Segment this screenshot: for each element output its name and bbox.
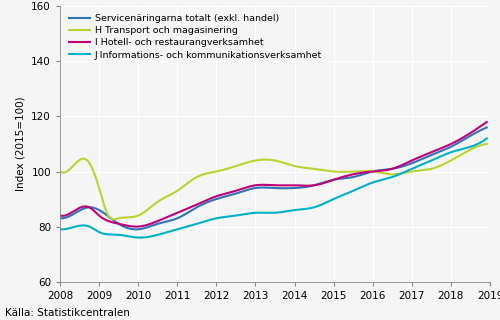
Y-axis label: Index (2015=100): Index (2015=100): [16, 97, 26, 191]
Servicenäringarna totalt (exkl. handel): [368, 170, 374, 174]
H Transport och magasinering: [368, 170, 374, 173]
Line: Servicenäringarna totalt (exkl. handel): Servicenäringarna totalt (exkl. handel): [60, 127, 487, 229]
H Transport och magasinering: [197, 173, 203, 177]
Line: I Hotell- och restaurangverksamhet: I Hotell- och restaurangverksamhet: [60, 122, 487, 227]
J Informations- och kommunikationsverksamhet: [366, 182, 372, 186]
Servicenäringarna totalt (exkl. handel): [197, 204, 203, 207]
J Informations- och kommunikationsverksamhet: [368, 181, 374, 185]
Line: J Informations- och kommunikationsverksamhet: J Informations- och kommunikationsverksa…: [60, 139, 487, 238]
H Transport och magasinering: [484, 142, 490, 146]
Servicenäringarna totalt (exkl. handel): [484, 125, 490, 129]
Line: H Transport och magasinering: H Transport och magasinering: [60, 144, 487, 219]
I Hotell- och restaurangverksamhet: [368, 170, 374, 173]
H Transport och magasinering: [108, 217, 114, 220]
I Hotell- och restaurangverksamhet: [108, 220, 114, 224]
H Transport och magasinering: [366, 169, 372, 173]
Servicenäringarna totalt (exkl. handel): [227, 193, 233, 197]
I Hotell- och restaurangverksamhet: [484, 120, 490, 124]
I Hotell- och restaurangverksamhet: [227, 190, 233, 194]
H Transport och magasinering: [326, 169, 332, 173]
J Informations- och kommunikationsverksamhet: [484, 137, 490, 140]
J Informations- och kommunikationsverksamhet: [227, 214, 233, 218]
Text: Källa: Statistikcentralen: Källa: Statistikcentralen: [5, 308, 130, 318]
I Hotell- och restaurangverksamhet: [57, 214, 63, 218]
Servicenäringarna totalt (exkl. handel): [133, 228, 139, 231]
H Transport och magasinering: [227, 166, 233, 170]
I Hotell- och restaurangverksamhet: [197, 201, 203, 205]
J Informations- och kommunikationsverksamhet: [197, 221, 203, 225]
I Hotell- och restaurangverksamhet: [133, 225, 139, 228]
H Transport och magasinering: [57, 170, 63, 173]
Servicenäringarna totalt (exkl. handel): [326, 179, 332, 183]
J Informations- och kommunikationsverksamhet: [108, 233, 114, 236]
J Informations- och kommunikationsverksamhet: [57, 228, 63, 231]
Legend: Servicenäringarna totalt (exkl. handel), H Transport och magasinering, I Hotell-: Servicenäringarna totalt (exkl. handel),…: [69, 14, 322, 60]
Servicenäringarna totalt (exkl. handel): [108, 217, 114, 220]
Servicenäringarna totalt (exkl. handel): [366, 171, 372, 174]
I Hotell- och restaurangverksamhet: [326, 179, 332, 183]
H Transport och magasinering: [112, 217, 117, 221]
J Informations- och kommunikationsverksamhet: [137, 236, 143, 240]
Servicenäringarna totalt (exkl. handel): [57, 216, 63, 220]
J Informations- och kommunikationsverksamhet: [326, 199, 332, 203]
I Hotell- och restaurangverksamhet: [366, 170, 372, 174]
